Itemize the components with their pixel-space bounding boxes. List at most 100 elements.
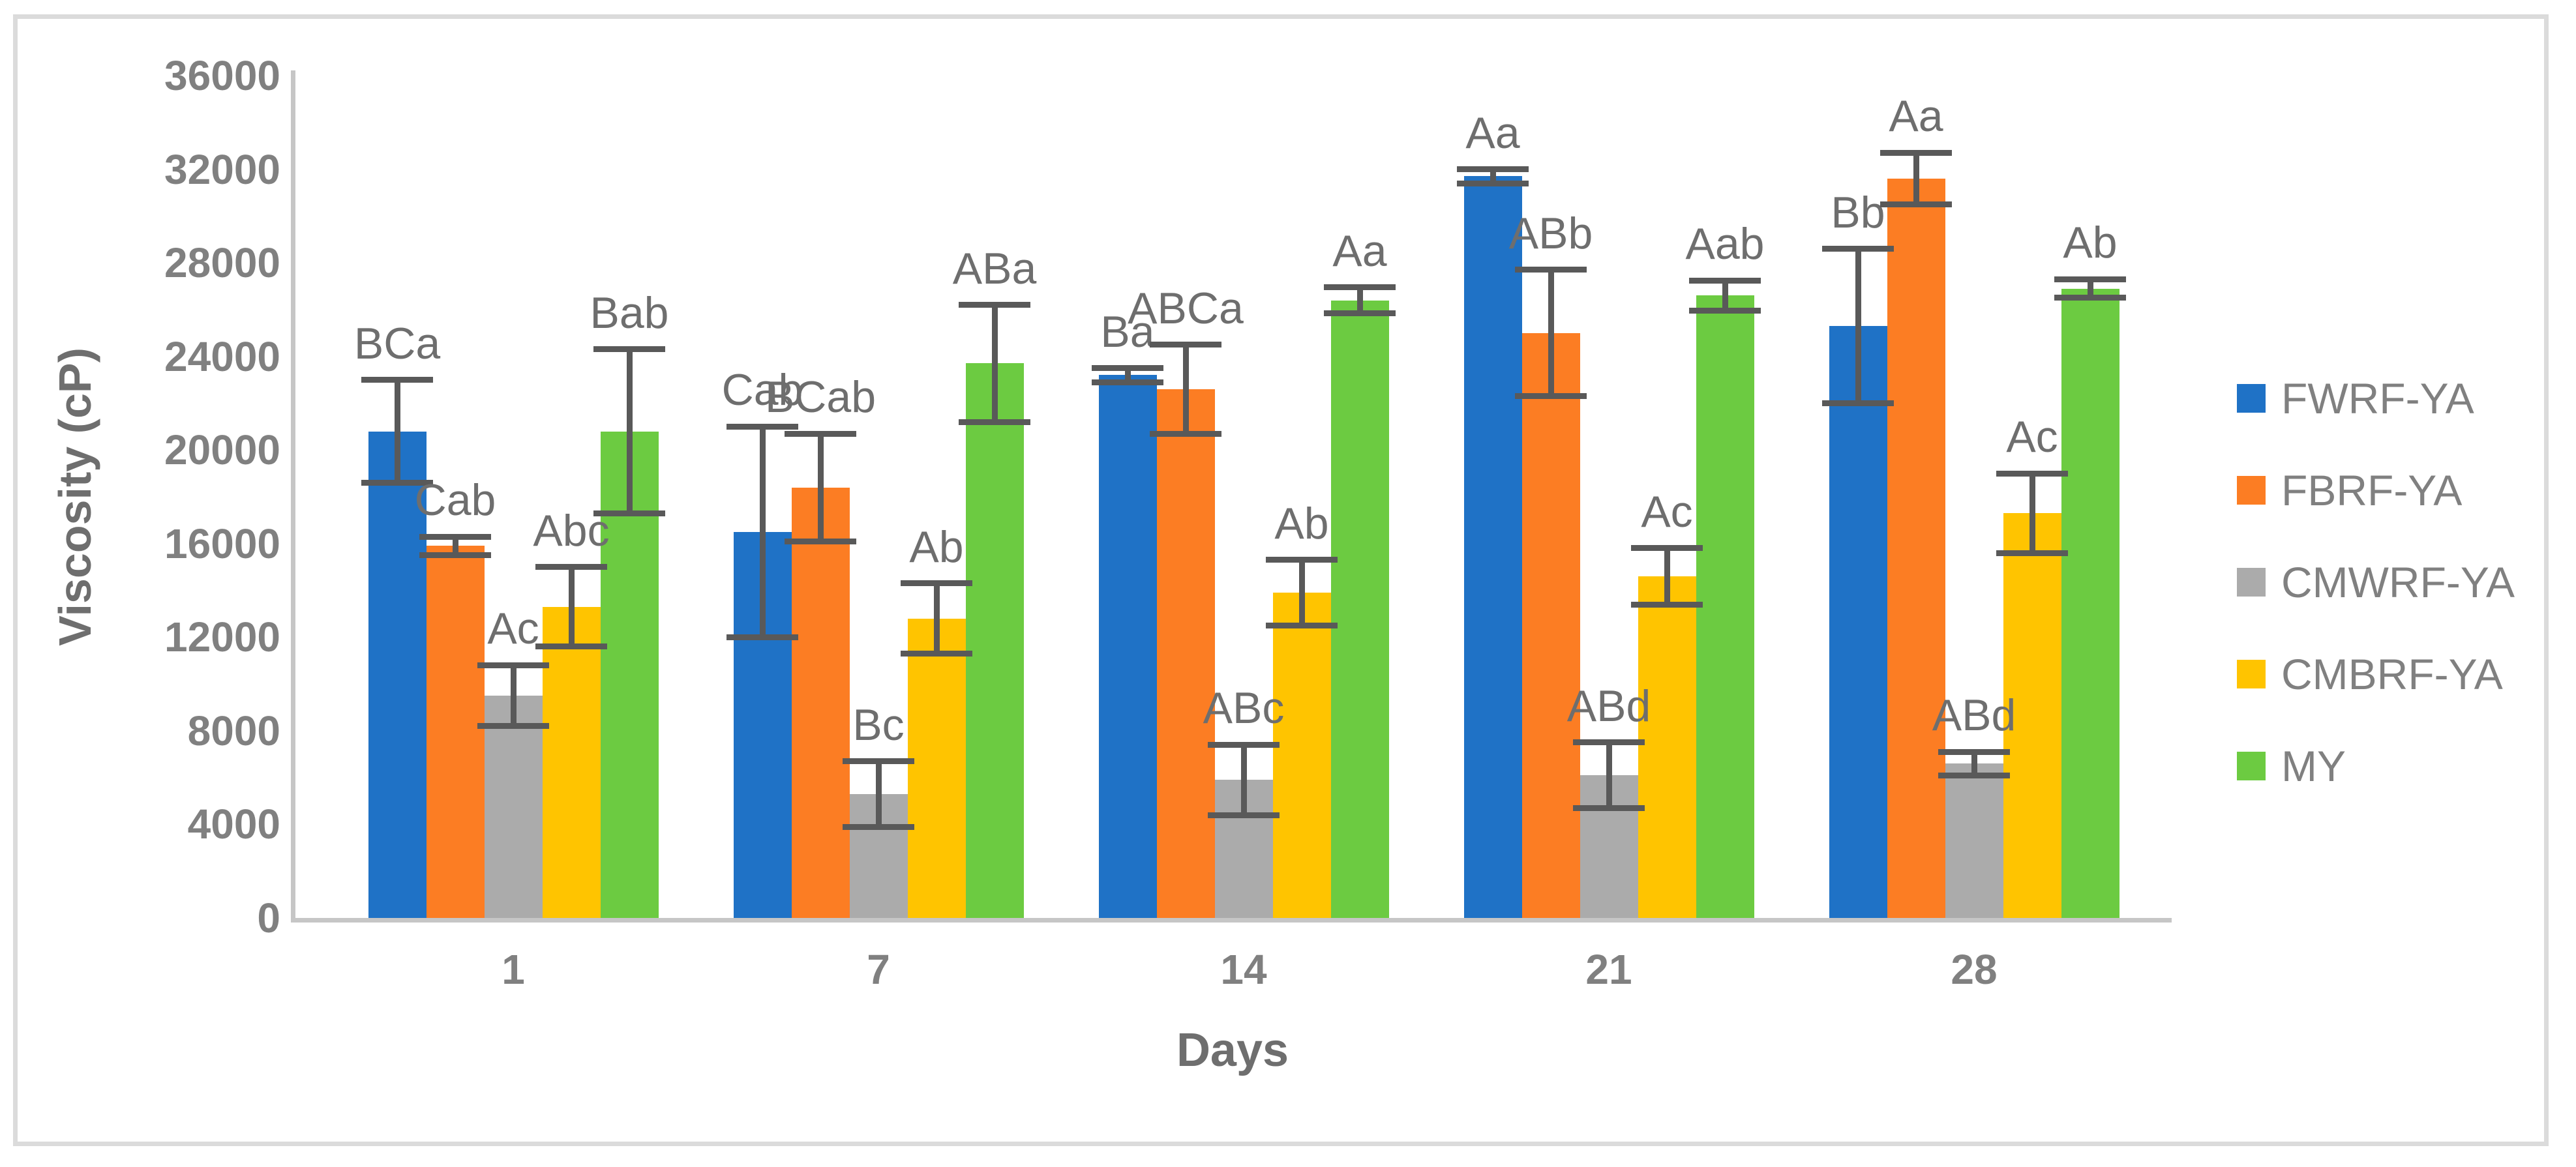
sig-label: Ba	[1100, 306, 1155, 357]
error-bar-cap-top	[1324, 284, 1396, 291]
error-bar-cap-bottom	[2054, 295, 2126, 301]
bar-fbrf-ya-day14	[1156, 389, 1215, 918]
y-tick-label: 24000	[164, 332, 280, 380]
error-bar-cap-bottom	[959, 419, 1030, 425]
sig-label: Aa	[1889, 91, 1943, 141]
legend-label: FWRF-YA	[2281, 374, 2474, 422]
error-bar-cap-bottom	[1515, 393, 1587, 400]
legend-item-cmwrf-ya: CMWRF-YA	[2237, 559, 2576, 605]
error-bar-line	[1356, 287, 1363, 314]
error-bar-line	[2087, 279, 2093, 298]
error-bar-cap-bottom	[785, 538, 856, 544]
error-bar-cap-top	[361, 377, 433, 383]
error-bar-line	[933, 583, 940, 654]
x-axis-line	[291, 918, 2172, 923]
bar-my-day21	[1696, 295, 1754, 918]
error-bar-line	[394, 379, 400, 483]
error-bar-line	[991, 304, 998, 422]
bar-cmbrf-ya-day28	[2003, 513, 2061, 918]
sig-label: ABb	[1508, 208, 1593, 258]
y-tick-label: 8000	[187, 707, 280, 754]
error-bar-cap-bottom	[593, 510, 665, 516]
bar-my-day14	[1330, 300, 1389, 918]
error-bar-line	[1855, 248, 1861, 404]
sig-label: Ab	[1274, 498, 1329, 548]
error-bar-cap-top	[785, 430, 856, 437]
error-bar-cap-bottom	[1457, 180, 1529, 186]
error-bar-cap-bottom	[726, 634, 798, 640]
legend-item-fwrf-ya: FWRF-YA	[2237, 376, 2576, 421]
error-bar-cap-top	[1457, 166, 1529, 173]
error-bar-cap-top	[1515, 267, 1587, 273]
legend-label: MY	[2281, 742, 2346, 790]
bar-cmbrf-ya-day7	[907, 618, 966, 918]
bar-fbrf-ya-day21	[1521, 332, 1580, 918]
y-axis-title: Viscosity (cP)	[50, 347, 100, 646]
bar-fbrf-ya-day28	[1887, 178, 1945, 918]
sig-label: Ab	[2063, 218, 2118, 268]
error-bar-line	[1606, 742, 1612, 808]
error-bar-cap-top	[1573, 739, 1645, 746]
chart-border	[13, 14, 2549, 1146]
x-tick-label: 1	[502, 946, 525, 993]
legend-swatch	[2237, 568, 2266, 597]
bar-fbrf-ya-day1	[426, 546, 485, 918]
error-bar-cap-bottom	[1324, 310, 1396, 316]
legend-swatch	[2237, 384, 2266, 413]
sig-label: ABd	[1566, 681, 1651, 731]
bar-cmbrf-ya-day1	[542, 606, 601, 918]
y-tick-label: 28000	[164, 239, 280, 287]
x-tick-label: 14	[1220, 946, 1267, 993]
legend-label: FBRF-YA	[2281, 466, 2463, 514]
error-bar-cap-bottom	[419, 552, 491, 559]
error-bar-cap-top	[1092, 365, 1163, 372]
error-bar-cap-top	[959, 302, 1030, 308]
y-tick-label: 20000	[164, 426, 280, 474]
error-bar-cap-bottom	[477, 723, 549, 730]
sig-label: Aa	[1332, 226, 1387, 276]
error-bar-cap-top	[1150, 342, 1221, 348]
error-bar-cap-bottom	[1822, 400, 1894, 406]
bar-fwrf-ya-day21	[1463, 176, 1522, 918]
legend-label: CMBRF-YA	[2281, 650, 2503, 698]
sig-label: ABCa	[1128, 283, 1244, 333]
error-bar-cap-top	[1880, 149, 1952, 156]
error-bar-line	[1548, 269, 1554, 396]
y-tick-label: 4000	[187, 801, 280, 848]
y-tick-label: 32000	[164, 145, 280, 193]
sig-label: Aa	[1465, 108, 1520, 158]
legend-label: CMWRF-YA	[2281, 558, 2515, 606]
bar-cmwrf-ya-day1	[484, 696, 543, 918]
error-bar-cap-bottom	[1631, 601, 1703, 608]
bar-fbrf-ya-day7	[791, 487, 850, 918]
y-tick-label: 36000	[164, 52, 280, 99]
sig-label: Ac	[1641, 486, 1693, 537]
error-bar-cap-bottom	[843, 823, 914, 830]
error-bar-line	[452, 537, 458, 555]
x-tick-label: 21	[1585, 946, 1632, 993]
error-bar-line	[1240, 745, 1247, 816]
error-bar-line	[510, 665, 517, 726]
sig-label: Cab	[414, 475, 496, 525]
error-bar-cap-bottom	[1266, 622, 1338, 628]
error-bar-cap-top	[1996, 470, 2068, 477]
error-bar-cap-bottom	[535, 643, 607, 650]
error-bar-cap-top	[419, 533, 491, 540]
bar-my-day28	[2061, 288, 2119, 918]
legend-swatch	[2237, 476, 2266, 505]
error-bar-line	[1913, 153, 1919, 205]
bar-my-day7	[965, 363, 1024, 918]
error-bar-line	[817, 434, 824, 542]
sig-label: Ac	[487, 604, 539, 654]
legend-item-my: MY	[2237, 743, 2576, 789]
error-bar-cap-top	[1689, 277, 1761, 284]
sig-label: Aab	[1685, 219, 1765, 269]
bar-fwrf-ya-day1	[368, 431, 427, 918]
bar-fwrf-ya-day28	[1829, 326, 1887, 918]
bar-cmwrf-ya-day28	[1945, 763, 2003, 918]
error-bar-line	[1490, 169, 1496, 184]
error-bar-line	[626, 349, 633, 514]
error-bar-cap-bottom	[1208, 812, 1280, 818]
sig-label: Bc	[852, 700, 905, 750]
